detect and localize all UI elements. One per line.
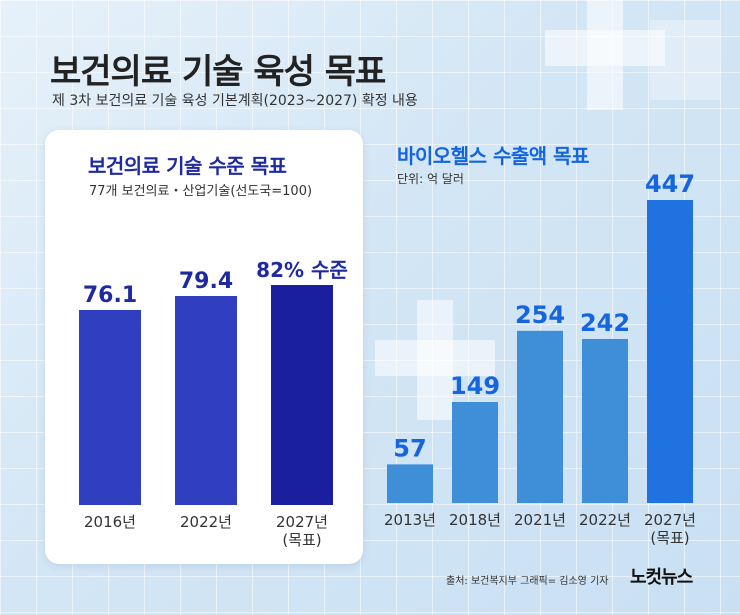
chart-1-data-label-2: 79.4	[179, 269, 233, 294]
chart-1-tick-label-1: 2016년	[84, 513, 136, 531]
background-cross-decoration	[587, 0, 623, 110]
left-chart-title: 보건의료 기술 수준 목표	[88, 154, 287, 178]
right-chart-title: 바이오헬스 수출액 목표	[397, 144, 589, 168]
page-subtitle: 제 3차 보건의료 기술 육성 기본계획(2023~2027) 확정 내용	[52, 93, 418, 109]
chart-1-data-label-3: 82% 수준	[256, 258, 348, 282]
left-chart-subtitle: 77개 보건의료・산업기술(선도국=100)	[89, 184, 313, 199]
background-cross-decoration	[650, 20, 720, 100]
chart-2-tick-label-5-line-2: (목표)	[650, 529, 689, 547]
background-cross-decoration	[417, 300, 453, 420]
chart-2-bar-2	[452, 402, 498, 503]
source-credit: 출처: 보건복지부 그래픽= 김소영 기자	[446, 576, 609, 587]
chart-2-data-label-3: 254	[515, 301, 565, 329]
page-title: 보건의료 기술 육성 목표	[50, 52, 386, 92]
news-logo: 노컷뉴스	[630, 567, 693, 588]
chart-2-data-label-4: 242	[580, 309, 630, 337]
chart-2-bar-4	[582, 338, 628, 503]
chart-2-tick-label-2: 2018년	[449, 511, 501, 529]
chart-1-bar-3	[271, 285, 333, 505]
chart-1-tick-label-3-line-1: 2027년	[276, 513, 328, 531]
chart-1-tick-label-3-line-2: (목표)	[282, 531, 321, 549]
chart-1-tick-label-2: 2022년	[180, 513, 232, 531]
chart-1-bar-2	[175, 296, 237, 505]
chart-1-data-label-1: 76.1	[83, 283, 137, 308]
chart-2-tick-label-5-line-1: 2027년	[644, 511, 696, 529]
chart-2-data-label-1: 57	[393, 434, 426, 462]
chart-2-tick-label-4: 2022년	[579, 511, 631, 529]
chart-2-tick-label-1: 2013년	[384, 511, 436, 529]
chart-2-bar-1	[387, 464, 433, 503]
chart-1-bar-1	[79, 309, 141, 505]
chart-2-bar-5	[647, 200, 693, 503]
chart-2-bar-3	[517, 330, 563, 503]
chart-2-data-label-2: 149	[450, 372, 500, 400]
chart-2-data-label-5: 447	[645, 170, 695, 198]
right-chart-unit: 단위: 억 달러	[397, 172, 464, 186]
chart-2-tick-label-3: 2021년	[514, 511, 566, 529]
